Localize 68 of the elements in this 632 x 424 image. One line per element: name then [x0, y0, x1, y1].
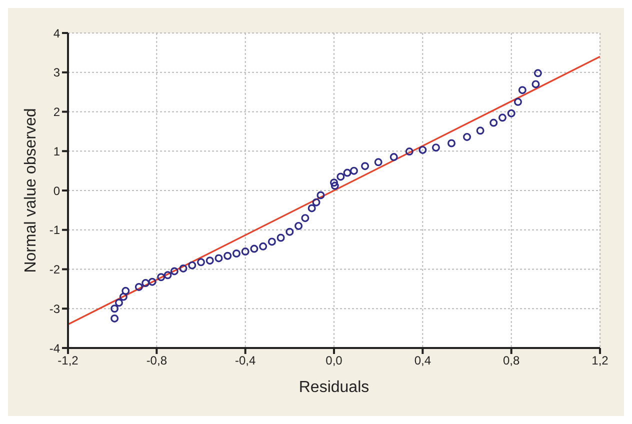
y-tick-label: 0 — [53, 184, 60, 198]
x-tick-label: 0,4 — [414, 354, 432, 368]
point — [507, 109, 516, 118]
point — [179, 264, 188, 272]
point — [534, 69, 542, 78]
point — [241, 248, 250, 256]
point — [330, 178, 338, 187]
point — [514, 98, 522, 106]
point — [532, 80, 540, 88]
point — [276, 234, 285, 242]
point — [268, 238, 276, 246]
point — [206, 256, 214, 265]
point — [259, 242, 268, 250]
point — [418, 146, 427, 154]
point — [110, 304, 119, 313]
point — [188, 261, 196, 270]
point — [157, 273, 166, 282]
point — [250, 244, 258, 253]
point — [361, 162, 370, 170]
point — [390, 153, 398, 162]
point — [142, 279, 150, 288]
point — [134, 282, 143, 291]
x-tick-label: -0,8 — [146, 354, 168, 368]
y-tick-label: 4 — [53, 26, 60, 40]
point — [498, 114, 506, 122]
point — [308, 204, 316, 212]
point — [476, 126, 484, 135]
y-tick-label: -4 — [49, 341, 60, 356]
point — [119, 292, 128, 301]
x-tick-label: -0,4 — [234, 354, 256, 368]
point — [197, 258, 205, 266]
point — [330, 182, 339, 190]
x-tick-label: 0,0 — [326, 354, 343, 368]
y-tick-label: -1 — [49, 223, 60, 238]
y-tick-label: 1 — [53, 144, 60, 158]
y-tick-label: 3 — [53, 66, 60, 80]
point — [164, 271, 172, 280]
y-tick-label: -3 — [49, 302, 60, 316]
point — [294, 222, 303, 230]
point — [405, 148, 414, 156]
y-tick-label: -2 — [49, 262, 60, 277]
point — [286, 228, 294, 236]
point — [110, 314, 119, 322]
y-tick-label: 2 — [53, 105, 60, 120]
x-tick-label: 0,8 — [502, 354, 520, 368]
point — [463, 132, 471, 141]
x-tick-label: -1,2 — [58, 354, 79, 368]
x-tick-label: 1,2 — [592, 354, 609, 368]
point — [312, 198, 320, 206]
point — [490, 118, 498, 127]
point — [343, 168, 352, 177]
point — [432, 144, 440, 152]
y-axis-title: Normal value observed — [22, 108, 40, 273]
point — [148, 278, 156, 286]
point — [214, 254, 223, 262]
point — [316, 191, 325, 200]
point — [336, 172, 345, 181]
point — [170, 267, 178, 276]
point — [224, 252, 232, 260]
point — [350, 166, 358, 175]
point — [374, 158, 382, 166]
x-axis-title: Residuals — [298, 379, 370, 396]
point — [122, 286, 130, 295]
point — [114, 298, 123, 307]
point — [447, 139, 456, 148]
point — [518, 86, 526, 94]
point — [301, 214, 310, 222]
point — [232, 250, 240, 258]
